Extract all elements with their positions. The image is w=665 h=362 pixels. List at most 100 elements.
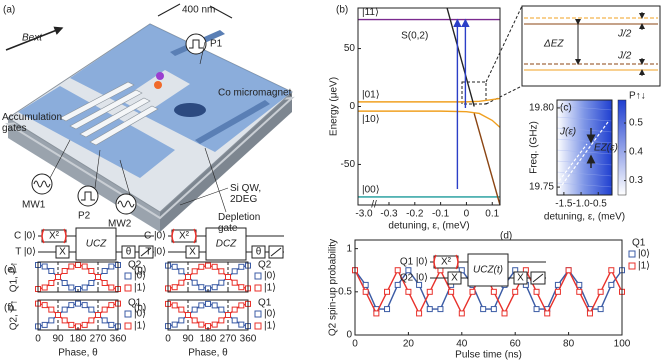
data-point [448,288,455,295]
x-tick-label: 80 [563,339,575,350]
x-tick-label: 90 [182,334,194,345]
gate-label: P1 [210,39,223,50]
x-axis-label: detuning, ε, (meV) [388,221,469,232]
x-tick-label: 180 [200,334,217,345]
series-label: |01⟩ [362,90,380,101]
x-tick-label: 90 [52,334,64,345]
data-point [597,306,604,313]
data-point [501,310,508,317]
gate-box [205,227,247,261]
heatmap-texture [556,160,613,166]
source-label: MW1 [22,200,46,211]
legend-swatch [254,322,262,330]
data-point [101,268,108,274]
circuit-label: T |0⟩ [145,247,166,258]
x-tick-label: -1.0 [572,199,590,210]
data-point [101,306,108,313]
data-point [469,288,476,295]
legend-label: |1⟩ [134,283,146,294]
data-point [533,288,540,295]
data-point [81,263,88,270]
y-axis-label: Q1, P↑ [9,262,20,293]
x-axis-label: Pulse time (ns) [455,350,522,361]
x-tick-label: 60 [510,339,522,350]
panel-label: (b) [336,5,348,16]
data-point [211,284,218,291]
x-tick-label: 180 [70,334,87,345]
data-point [238,263,245,270]
data-point [480,306,487,313]
colorbar-tick-label: 0.4 [629,146,643,157]
legend-title: Q2 [258,260,272,271]
data-point [108,321,115,328]
x-tick-label: 360 [240,334,257,345]
panel-label: (f) [4,303,13,314]
legend-label: |0⟩ [638,249,650,260]
data-point [565,267,572,274]
annotation: EZ(ε) [594,143,618,154]
data-point [41,302,48,309]
data-point [171,302,178,309]
x-axis-label: Phase, θ [188,348,228,359]
data-point [75,300,81,307]
series-line [446,7,475,107]
data-point [171,321,178,328]
legend-swatch [628,262,636,270]
circuit-label: C |0⟩ [144,231,166,242]
data-point [458,310,465,317]
meter-needle [532,273,544,283]
gate-label: X [189,247,196,258]
data-point [178,306,185,313]
gate-box [447,271,462,285]
resonance-line [558,143,588,182]
x-tick-label: -3.0 [355,209,373,220]
x-axis-label: Phase, θ [58,348,98,359]
gate-label: θ [126,247,132,258]
series-label: |00⟩ [362,185,380,196]
heatmap-texture [556,127,613,133]
gate-box [75,227,117,261]
series-label: S(0,2) [401,31,428,42]
data-point [198,321,205,328]
meter-needle [270,247,282,257]
field-label: Bext [22,33,43,44]
y-axis-label: Q2, P↑ [9,300,20,331]
gate-label: X² [441,257,452,268]
panel-label: (d) [500,231,512,242]
gate-label: X [517,273,524,284]
data-point [108,302,115,309]
data-point [48,268,55,274]
data-point [576,281,583,288]
data-point [185,312,191,318]
legend-swatch [254,310,262,318]
x-tick-label: -0.1 [432,209,450,220]
gate-label: X [451,273,458,284]
data-point [108,263,115,270]
heatmap-texture [556,149,613,155]
data-point [533,306,540,313]
data-point [490,306,497,313]
data-point [225,312,231,318]
gate-label: X² [179,231,190,242]
data-point [576,288,583,295]
heatmap-texture [556,138,613,144]
data-point [108,284,115,291]
x-axis-label: detuning, ε, (meV) [544,212,625,223]
data-point [178,279,185,286]
data-point [178,268,185,275]
panel-label: (a) [3,5,15,16]
series-label: |11⟩ [362,7,379,18]
y-tick-label: -50 [341,159,356,170]
data-point [198,302,205,309]
data-point [405,288,412,295]
heatmap-texture [556,116,613,122]
gate-label: X² [49,231,60,242]
data-point [405,267,412,274]
x-tick-label: 0 [352,339,358,350]
plot-frame [556,99,613,196]
x-tick-label: 0 [35,334,41,345]
gate-label: Accumulation gates [2,112,63,134]
legend-title: Q1 [128,298,142,309]
data-point [597,288,604,295]
y-axis-label: Freq. (GHz) [529,121,540,174]
